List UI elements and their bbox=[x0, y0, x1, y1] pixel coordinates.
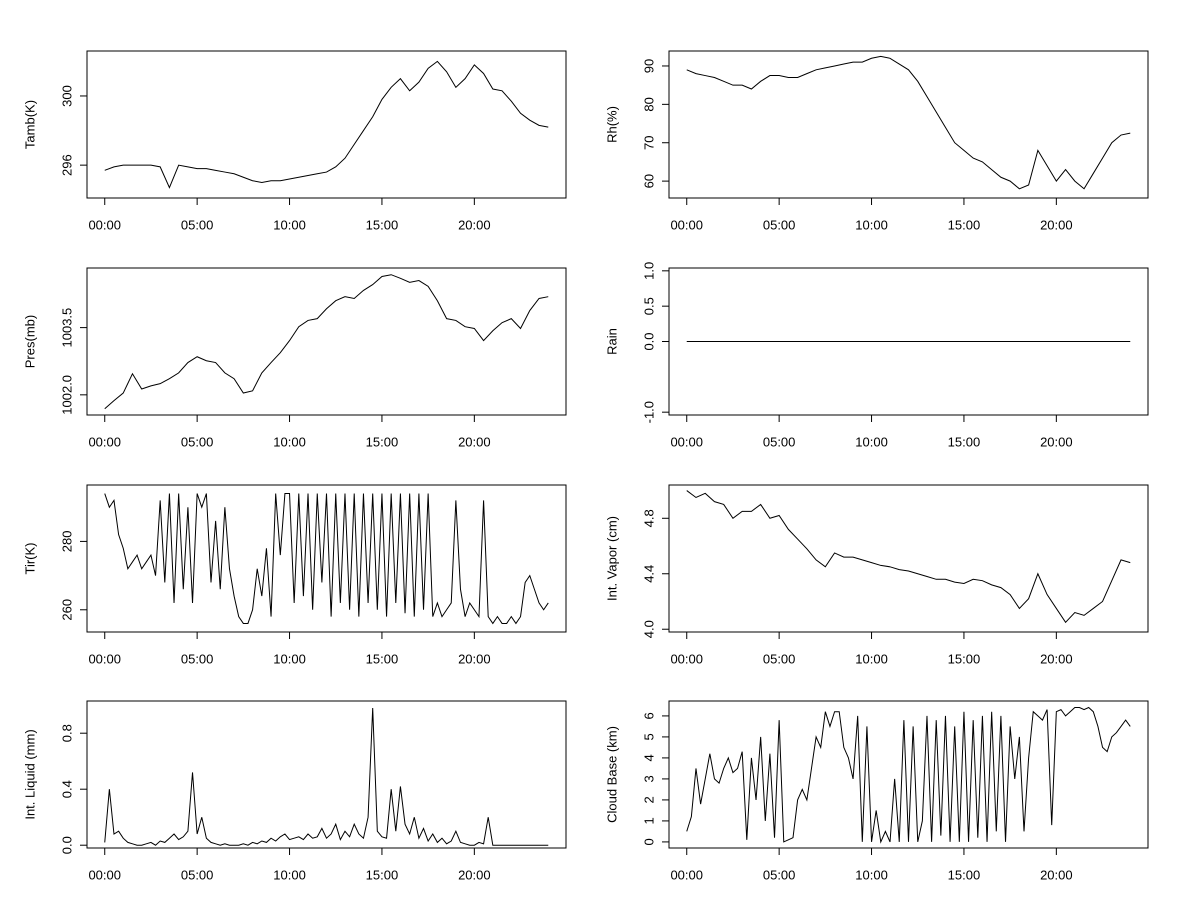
x-tick-label: 10:00 bbox=[855, 867, 888, 882]
y-tick-label: 0.8 bbox=[59, 724, 74, 742]
data-line bbox=[686, 706, 1131, 844]
x-tick-label: 00:00 bbox=[670, 867, 703, 882]
y-tick-label: 280 bbox=[59, 531, 74, 553]
y-axis-label: Rh(%) bbox=[604, 106, 619, 143]
y-tick-label: 296 bbox=[59, 154, 74, 176]
x-tick-label: 20:00 bbox=[458, 867, 491, 882]
y-axis-label: Pres(mb) bbox=[22, 315, 37, 368]
y-axis-label: Rain bbox=[604, 328, 619, 355]
x-tick-label: 00:00 bbox=[88, 867, 121, 882]
y-tick-label: 70 bbox=[641, 135, 656, 149]
x-tick-label: 15:00 bbox=[366, 651, 399, 666]
x-tick-label: 20:00 bbox=[458, 217, 491, 232]
y-tick-label: 4.0 bbox=[641, 620, 656, 638]
x-tick-label: 20:00 bbox=[1040, 434, 1073, 449]
plot-frame bbox=[668, 700, 1149, 849]
plot-frame bbox=[86, 484, 567, 633]
x-tick-label: 15:00 bbox=[366, 217, 399, 232]
x-tick-label: 00:00 bbox=[88, 434, 121, 449]
x-tick-label: 05:00 bbox=[763, 651, 796, 666]
y-axis-label: Int. Vapor (cm) bbox=[604, 516, 619, 601]
y-axis-label: Int. Liquid (mm) bbox=[22, 729, 37, 819]
x-tick-label: 05:00 bbox=[181, 217, 214, 232]
data-line bbox=[686, 490, 1131, 624]
x-tick-label: 00:00 bbox=[670, 217, 703, 232]
x-tick-label: 10:00 bbox=[273, 651, 306, 666]
x-tick-label: 20:00 bbox=[1040, 651, 1073, 666]
y-tick-label: 4.8 bbox=[641, 509, 656, 527]
x-tick-label: 10:00 bbox=[273, 434, 306, 449]
y-tick-label: 1.0 bbox=[641, 262, 656, 280]
x-tick-label: 10:00 bbox=[273, 217, 306, 232]
y-tick-label: 4.4 bbox=[641, 565, 656, 583]
y-tick-label: 5 bbox=[641, 733, 656, 740]
y-axis-label: Tir(K) bbox=[22, 542, 37, 574]
x-tick-label: 05:00 bbox=[763, 217, 796, 232]
x-tick-label: 20:00 bbox=[1040, 867, 1073, 882]
x-tick-label: 10:00 bbox=[855, 651, 888, 666]
x-tick-label: 05:00 bbox=[181, 651, 214, 666]
x-tick-label: 15:00 bbox=[366, 434, 399, 449]
plot-frame bbox=[86, 50, 567, 199]
x-tick-label: 10:00 bbox=[855, 434, 888, 449]
y-axis-label: Tamb(K) bbox=[22, 100, 37, 149]
x-tick-label: 05:00 bbox=[181, 867, 214, 882]
x-tick-label: 00:00 bbox=[670, 434, 703, 449]
x-tick-label: 10:00 bbox=[273, 867, 306, 882]
plot-frame bbox=[86, 700, 567, 849]
x-tick-label: 05:00 bbox=[763, 867, 796, 882]
y-tick-label: 60 bbox=[641, 174, 656, 188]
y-tick-label: 80 bbox=[641, 97, 656, 111]
y-tick-label: 0.5 bbox=[641, 297, 656, 315]
x-tick-label: 00:00 bbox=[88, 217, 121, 232]
x-tick-label: 15:00 bbox=[366, 867, 399, 882]
data-line bbox=[104, 274, 549, 410]
x-tick-label: 20:00 bbox=[458, 434, 491, 449]
x-tick-label: 00:00 bbox=[88, 651, 121, 666]
data-line bbox=[686, 55, 1131, 190]
x-tick-label: 20:00 bbox=[1040, 217, 1073, 232]
y-tick-label: 0 bbox=[641, 838, 656, 845]
x-tick-label: 05:00 bbox=[181, 434, 214, 449]
y-tick-label: 3 bbox=[641, 775, 656, 782]
y-tick-label: 6 bbox=[641, 712, 656, 719]
x-tick-label: 05:00 bbox=[763, 434, 796, 449]
y-tick-label: 0.0 bbox=[641, 332, 656, 350]
x-tick-label: 00:00 bbox=[670, 651, 703, 666]
data-line bbox=[104, 493, 549, 625]
y-tick-label: 90 bbox=[641, 59, 656, 73]
y-tick-label: 0.4 bbox=[59, 780, 74, 798]
y-tick-label: 1 bbox=[641, 817, 656, 824]
y-tick-label: -1.0 bbox=[641, 401, 656, 423]
y-tick-label: 4 bbox=[641, 754, 656, 761]
y-tick-label: 260 bbox=[59, 599, 74, 621]
y-tick-label: 300 bbox=[59, 85, 74, 107]
x-tick-label: 15:00 bbox=[948, 434, 981, 449]
plot-frame bbox=[86, 267, 567, 416]
data-line bbox=[104, 707, 549, 846]
x-tick-label: 20:00 bbox=[458, 651, 491, 666]
plot-frame bbox=[668, 50, 1149, 199]
x-tick-label: 15:00 bbox=[948, 651, 981, 666]
x-tick-label: 10:00 bbox=[855, 217, 888, 232]
x-tick-label: 15:00 bbox=[948, 867, 981, 882]
y-tick-label: 1003.5 bbox=[59, 308, 74, 348]
y-tick-label: 0.0 bbox=[59, 836, 74, 854]
y-axis-label: Cloud Base (km) bbox=[604, 726, 619, 823]
plot-frame bbox=[668, 484, 1149, 633]
y-tick-label: 1002.0 bbox=[59, 375, 74, 415]
x-tick-label: 15:00 bbox=[948, 217, 981, 232]
y-tick-label: 2 bbox=[641, 796, 656, 803]
data-line bbox=[104, 60, 549, 189]
